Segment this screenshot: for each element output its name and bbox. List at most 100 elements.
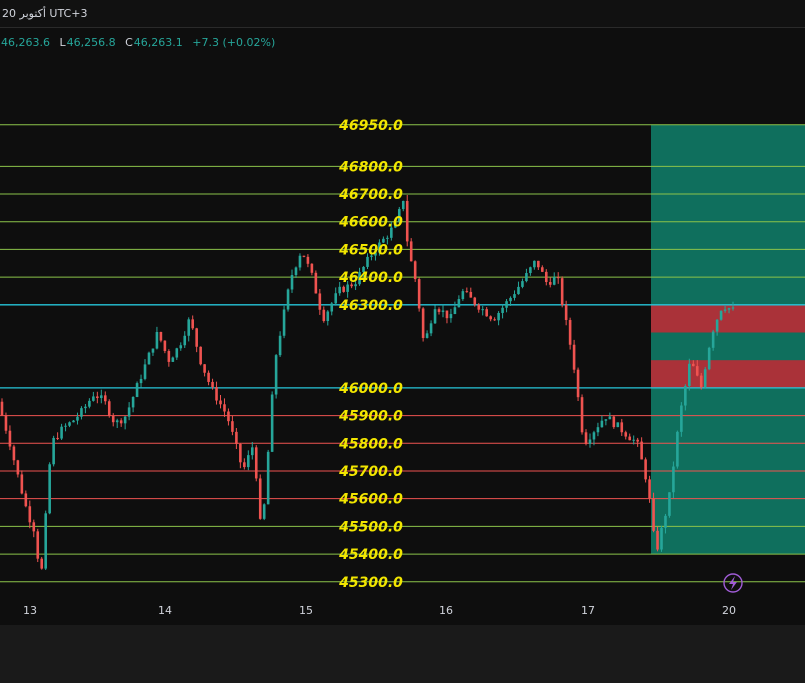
candle-169[interactable] — [672, 461, 675, 499]
candle-64[interactable] — [254, 445, 258, 482]
candle-115[interactable] — [457, 295, 461, 308]
candle-21[interactable] — [84, 403, 87, 414]
candle-84[interactable] — [334, 287, 338, 306]
candle-45[interactable] — [179, 342, 183, 351]
candle-28[interactable] — [111, 413, 115, 427]
candle-96[interactable] — [382, 236, 385, 244]
candle-103[interactable] — [409, 238, 413, 262]
candle-44[interactable] — [175, 347, 179, 360]
candle-34[interactable] — [135, 381, 139, 398]
candle-14[interactable] — [56, 432, 59, 440]
candle-89[interactable] — [354, 278, 357, 290]
candle-77[interactable] — [306, 254, 310, 268]
candle-19[interactable] — [76, 412, 79, 425]
candle-93[interactable] — [370, 252, 373, 261]
candle-78[interactable] — [310, 263, 314, 276]
candle-166[interactable] — [660, 525, 663, 552]
candle-143[interactable] — [568, 317, 572, 350]
candle-16[interactable] — [64, 423, 67, 432]
candle-109[interactable] — [433, 305, 437, 324]
candle-47[interactable] — [187, 317, 191, 342]
candle-110[interactable] — [437, 307, 441, 315]
candle-162[interactable] — [644, 457, 647, 483]
candle-168[interactable] — [668, 492, 671, 518]
candle-154[interactable] — [612, 415, 616, 429]
candle-172[interactable] — [684, 384, 687, 411]
candle-59[interactable] — [235, 427, 238, 450]
candle-180[interactable] — [715, 319, 719, 336]
candle-82[interactable] — [326, 310, 330, 326]
candle-3[interactable] — [12, 444, 16, 466]
candle-86[interactable] — [342, 285, 345, 293]
candle-102[interactable] — [405, 194, 409, 247]
candle-68[interactable] — [270, 391, 274, 453]
candle-107[interactable] — [425, 330, 429, 339]
candle-81[interactable] — [322, 306, 326, 323]
candle-35[interactable] — [139, 374, 143, 388]
candle-108[interactable] — [429, 320, 433, 337]
candle-60[interactable] — [239, 443, 242, 469]
candle-133[interactable] — [529, 266, 532, 276]
candle-71[interactable] — [282, 305, 286, 339]
candle-122[interactable] — [485, 307, 488, 317]
candle-160[interactable] — [636, 437, 639, 447]
candle-92[interactable] — [366, 253, 369, 269]
candle-41[interactable] — [163, 340, 167, 354]
candle-74[interactable] — [294, 266, 298, 278]
candle-140[interactable] — [556, 272, 560, 284]
candle-12[interactable] — [48, 462, 51, 515]
candle-147[interactable] — [584, 429, 588, 446]
candle-0[interactable] — [0, 398, 4, 416]
candle-163[interactable] — [648, 475, 651, 503]
candle-27[interactable] — [107, 399, 111, 418]
candle-67[interactable] — [266, 449, 270, 505]
candle-62[interactable] — [247, 450, 250, 471]
candle-118[interactable] — [469, 287, 473, 298]
candle-184[interactable] — [731, 301, 735, 311]
candle-181[interactable] — [719, 310, 723, 321]
candle-149[interactable] — [592, 430, 596, 446]
candle-87[interactable] — [346, 280, 349, 298]
candle-125[interactable] — [497, 311, 500, 326]
candle-173[interactable] — [688, 358, 691, 391]
candle-157[interactable] — [624, 430, 628, 440]
candle-70[interactable] — [278, 331, 282, 357]
candle-126[interactable] — [501, 304, 504, 319]
candle-26[interactable] — [103, 391, 107, 405]
candle-17[interactable] — [68, 421, 71, 428]
candle-128[interactable] — [509, 296, 512, 306]
candle-83[interactable] — [330, 301, 334, 316]
candle-178[interactable] — [707, 346, 711, 371]
candle-5[interactable] — [20, 470, 24, 495]
candle-29[interactable] — [115, 418, 119, 429]
candle-73[interactable] — [290, 269, 294, 293]
candle-177[interactable] — [703, 367, 707, 389]
candle-38[interactable] — [151, 348, 155, 356]
candle-9[interactable] — [36, 528, 40, 563]
candle-61[interactable] — [243, 458, 246, 470]
candle-95[interactable] — [378, 239, 381, 256]
candle-131[interactable] — [521, 278, 524, 289]
candle-23[interactable] — [92, 391, 95, 402]
candle-8[interactable] — [32, 519, 36, 538]
candle-22[interactable] — [88, 398, 91, 409]
candle-13[interactable] — [52, 435, 55, 467]
candle-49[interactable] — [195, 327, 198, 353]
candle-150[interactable] — [596, 422, 600, 437]
candle-100[interactable] — [397, 206, 401, 224]
candle-90[interactable] — [358, 267, 361, 286]
candle-56[interactable] — [223, 398, 226, 417]
candle-151[interactable] — [600, 415, 604, 428]
candle-117[interactable] — [465, 287, 469, 293]
candle-179[interactable] — [711, 329, 715, 351]
candle-94[interactable] — [374, 250, 377, 261]
candle-88[interactable] — [350, 282, 353, 289]
loss-zone-2[interactable] — [651, 360, 805, 388]
candle-48[interactable] — [191, 315, 194, 330]
candle-10[interactable] — [40, 556, 44, 570]
candle-138[interactable] — [548, 277, 552, 288]
candle-40[interactable] — [159, 331, 163, 343]
candle-167[interactable] — [664, 513, 667, 534]
candle-65[interactable] — [258, 474, 262, 520]
candle-145[interactable] — [576, 367, 580, 402]
